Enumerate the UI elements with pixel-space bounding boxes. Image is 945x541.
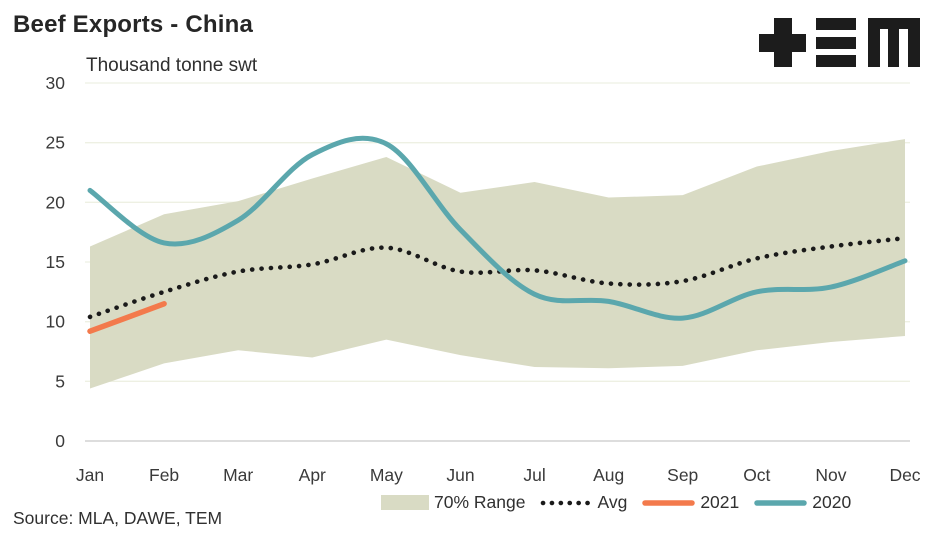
svg-text:15: 15 [46, 252, 65, 272]
legend-item-avg: Avg [540, 492, 627, 513]
source-note: Source: MLA, DAWE, TEM [13, 508, 223, 528]
band-swatch-icon [381, 495, 429, 510]
legend-item-2020: 2020 [754, 492, 851, 513]
tem-logo [759, 18, 920, 67]
legend-label: 70% Range [434, 492, 526, 512]
svg-text:Aug: Aug [593, 465, 624, 485]
svg-text:Oct: Oct [743, 465, 770, 485]
legend-label: 2021 [700, 492, 740, 512]
teal-line-icon [754, 499, 807, 506]
svg-text:30: 30 [46, 73, 66, 93]
svg-text:5: 5 [55, 371, 65, 391]
svg-text:Mar: Mar [223, 465, 253, 485]
svg-text:May: May [370, 465, 403, 485]
dotted-line-icon [541, 500, 593, 505]
legend-label: 2020 [812, 492, 852, 512]
legend-item-2021: 2021 [642, 492, 739, 513]
svg-text:Apr: Apr [299, 465, 326, 485]
svg-text:Jun: Jun [446, 465, 474, 485]
svg-text:0: 0 [55, 431, 65, 451]
svg-text:Nov: Nov [815, 465, 846, 485]
legend-label: Avg [597, 492, 628, 512]
svg-text:Jan: Jan [76, 465, 104, 485]
tem-logo-m-glyph [868, 18, 920, 67]
svg-text:Feb: Feb [149, 465, 179, 485]
y-axis-unit-label: Thousand tonne swt [86, 55, 258, 76]
svg-text:10: 10 [46, 312, 66, 332]
tem-logo-plus-glyph [759, 18, 806, 67]
svg-text:Dec: Dec [889, 465, 920, 485]
svg-text:Jul: Jul [523, 465, 545, 485]
svg-text:25: 25 [46, 133, 65, 153]
orange-line-icon [642, 499, 696, 506]
tem-logo-e-glyph [816, 18, 856, 67]
legend-item-70-range: 70% Range [381, 492, 525, 513]
chart-title: Beef Exports - China [13, 11, 254, 38]
svg-text:Sep: Sep [667, 465, 698, 485]
svg-text:20: 20 [46, 192, 66, 212]
chart-legend: 70% Range Avg 2021 2020 [381, 492, 851, 513]
